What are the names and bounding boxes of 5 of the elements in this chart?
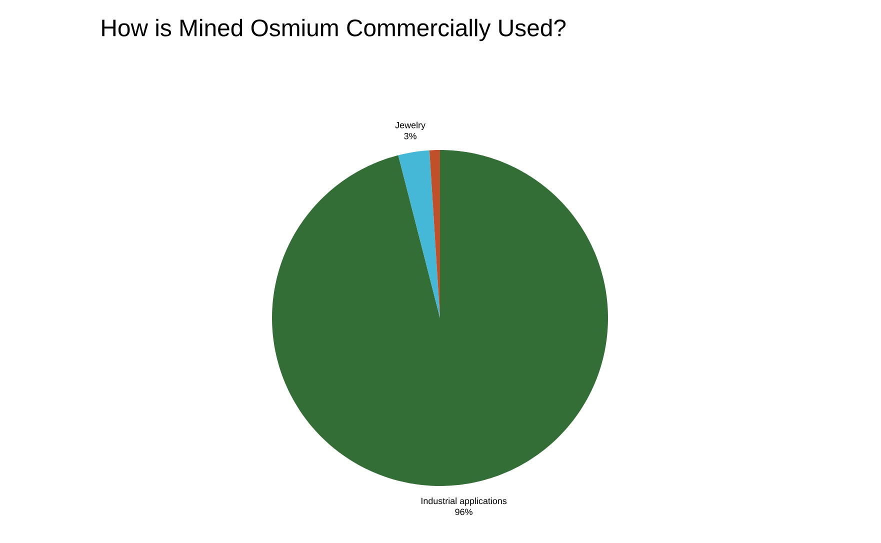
data-label: 96% [455,508,472,516]
data-label: 3% [404,132,416,140]
slice-label: Industrial applications [422,498,507,506]
slice-label: Jewelry [395,122,426,130]
chart-title: How is Mined Osmium Commercially Used? [102,18,566,42]
